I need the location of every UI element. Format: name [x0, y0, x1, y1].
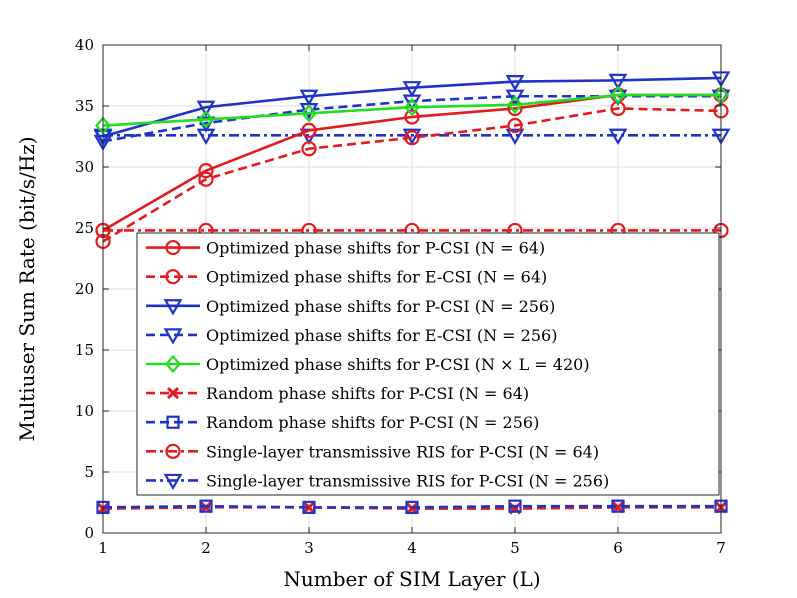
triangle-marker — [402, 128, 422, 145]
y-tick-label: 25 — [75, 219, 94, 237]
y-tick-label: 15 — [75, 341, 94, 359]
x-tick-label: 4 — [407, 539, 417, 557]
circle-marker — [404, 130, 420, 146]
legend-entry: Single-layer transmissive RIS for P-CSI … — [146, 442, 599, 461]
triangle-marker — [608, 73, 628, 91]
square-marker — [611, 499, 625, 513]
triangle-marker — [163, 299, 183, 316]
series-5 — [95, 85, 729, 135]
series-3 — [93, 71, 731, 147]
ticks: 1 2 3 4 5 6 7 0 5 10 15 20 25 30 35 40 — [75, 36, 726, 557]
square-marker — [405, 500, 419, 514]
y-tick-label: 5 — [84, 463, 94, 481]
legend-entry: Optimized phase shifts for P-CSI (N × L … — [146, 354, 590, 374]
circle-marker — [165, 443, 181, 459]
series-line — [102, 107, 722, 243]
square-marker — [166, 415, 180, 429]
series-layer — [93, 71, 731, 515]
legend-entry: Optimized phase shifts for E-CSI (N = 25… — [146, 326, 557, 345]
legend-entry: Random phase shifts for P-CSI (N = 64) — [146, 384, 529, 403]
circle-marker — [165, 239, 181, 256]
legend-label: Random phase shifts for P-CSI (N = 64) — [206, 384, 529, 403]
triangle-marker — [505, 128, 525, 145]
y-tick-label: 20 — [75, 280, 94, 298]
x-axis-label: Number of SIM Layer (L) — [283, 567, 540, 591]
legend-label: Optimized phase shifts for P-CSI (N = 64… — [206, 239, 545, 258]
legend-entry: Single-layer transmissive RIS for P-CSI … — [146, 471, 609, 490]
circle-marker — [198, 163, 214, 179]
diamond-marker — [404, 98, 420, 117]
x-tick-label: 6 — [613, 539, 623, 557]
x-tick-label: 1 — [98, 539, 108, 557]
circle-marker — [507, 117, 523, 134]
triangle-marker — [163, 328, 183, 345]
triangle-marker — [505, 74, 525, 92]
square-marker — [508, 499, 522, 513]
legend: Optimized phase shifts for P-CSI (N = 64… — [136, 232, 720, 496]
legend-label: Random phase shifts for P-CSI (N = 256) — [206, 413, 539, 432]
legend-entry: Random phase shifts for P-CSI (N = 256) — [146, 413, 539, 432]
series-line — [102, 76, 722, 138]
legend-label: Single-layer transmissive RIS for P-CSI … — [206, 442, 599, 461]
legend-label: Optimized phase shifts for E-CSI (N = 64… — [206, 268, 547, 287]
y-tick-label: 0 — [84, 524, 94, 542]
legend-label: Optimized phase shifts for P-CSI (N × L … — [206, 355, 590, 374]
y-tick-label: 30 — [75, 158, 94, 176]
circle-marker — [165, 269, 181, 285]
x-tick-label: 7 — [716, 539, 726, 557]
diamond-marker — [507, 95, 523, 114]
x-marker — [166, 387, 180, 400]
legend-entry: Optimized phase shifts for P-CSI (N = 25… — [146, 297, 555, 316]
x-marker — [302, 501, 316, 514]
square-marker — [199, 499, 213, 513]
triangle-marker — [402, 81, 422, 98]
circle-marker — [198, 171, 214, 187]
circle-marker — [301, 141, 317, 157]
triangle-marker — [196, 100, 216, 117]
legend-box — [136, 232, 720, 496]
legend-entry: Optimized phase shifts for E-CSI (N = 64… — [146, 268, 547, 287]
circle-marker — [301, 122, 317, 138]
legend-label: Optimized phase shifts for P-CSI (N = 25… — [206, 297, 555, 316]
triangle-marker — [608, 128, 628, 145]
legend-entry: Optimized phase shifts for P-CSI (N = 64… — [146, 239, 545, 258]
y-tick-label: 35 — [75, 97, 94, 115]
y-tick-label: 40 — [75, 36, 94, 54]
y-tick-label: 10 — [75, 402, 94, 420]
x-tick-label: 5 — [510, 539, 520, 557]
square-marker — [302, 500, 316, 514]
x-tick-label: 3 — [304, 539, 314, 557]
triangle-marker — [163, 473, 183, 491]
series-line — [102, 504, 721, 509]
series-line — [102, 93, 721, 127]
diamond-marker — [301, 104, 317, 123]
diamond-marker — [165, 354, 181, 374]
diamond-marker — [198, 110, 214, 129]
legend-label: Single-layer transmissive RIS for P-CSI … — [206, 471, 609, 490]
y-axis-label: Multiuser Sum Rate (bit/s/Hz) — [15, 136, 39, 441]
diamond-marker — [610, 85, 626, 105]
legend-label: Optimized phase shifts for E-CSI (N = 25… — [206, 326, 557, 345]
triangle-marker — [299, 89, 319, 106]
x-tick-label: 2 — [201, 539, 211, 557]
